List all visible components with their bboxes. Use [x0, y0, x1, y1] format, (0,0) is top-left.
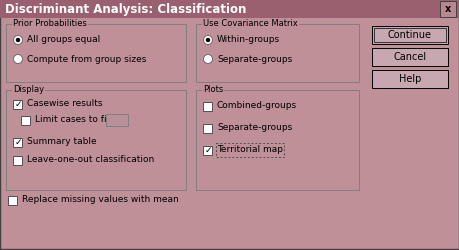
- Text: Cancel: Cancel: [392, 52, 425, 62]
- Bar: [372, 27, 448, 45]
- Bar: [216, 143, 283, 157]
- Text: Help: Help: [398, 74, 420, 84]
- Bar: [371, 26, 447, 44]
- Text: ✓: ✓: [14, 100, 22, 108]
- Bar: [372, 49, 448, 67]
- Text: ✓: ✓: [204, 146, 211, 154]
- Bar: [13, 138, 22, 146]
- Bar: [196, 90, 358, 190]
- Text: Compute from group sizes: Compute from group sizes: [27, 54, 146, 64]
- Text: Limit cases to first: Limit cases to first: [35, 116, 118, 124]
- Bar: [106, 114, 128, 126]
- Bar: [0, 0, 459, 18]
- Circle shape: [203, 36, 212, 44]
- Bar: [6, 90, 185, 190]
- Text: Within-groups: Within-groups: [217, 36, 280, 44]
- Text: Combined-groups: Combined-groups: [217, 102, 297, 110]
- Text: Summary table: Summary table: [27, 138, 96, 146]
- Text: Plots: Plots: [202, 86, 223, 94]
- Text: Leave-one-out classification: Leave-one-out classification: [27, 156, 154, 164]
- Bar: [203, 102, 212, 110]
- Circle shape: [16, 38, 20, 42]
- Bar: [196, 24, 358, 82]
- Text: All groups equal: All groups equal: [27, 36, 100, 44]
- Text: Separate-groups: Separate-groups: [217, 54, 291, 64]
- Text: Casewise results: Casewise results: [27, 100, 102, 108]
- Circle shape: [203, 54, 212, 64]
- Bar: [203, 124, 212, 132]
- Bar: [371, 48, 447, 66]
- Bar: [203, 146, 212, 154]
- Bar: [439, 1, 455, 17]
- Text: Territorial map: Territorial map: [217, 146, 282, 154]
- Bar: [8, 196, 17, 204]
- Text: Use Covariance Matrix: Use Covariance Matrix: [202, 20, 297, 28]
- Bar: [6, 24, 185, 82]
- Text: Prior Probabilities: Prior Probabilities: [13, 20, 87, 28]
- Bar: [371, 70, 447, 88]
- Text: Discriminant Analysis: Classification: Discriminant Analysis: Classification: [5, 2, 246, 16]
- Bar: [373, 28, 445, 42]
- Text: ✓: ✓: [14, 138, 22, 146]
- Text: Separate-groups: Separate-groups: [217, 124, 291, 132]
- Circle shape: [205, 38, 210, 42]
- Bar: [13, 100, 22, 108]
- Circle shape: [13, 54, 22, 64]
- Text: Replace missing values with mean: Replace missing values with mean: [22, 196, 179, 204]
- Circle shape: [13, 36, 22, 44]
- Bar: [13, 156, 22, 164]
- Bar: [372, 71, 448, 89]
- Text: x: x: [444, 4, 450, 14]
- Bar: [22, 116, 30, 124]
- Text: Display: Display: [13, 86, 44, 94]
- Text: Continue: Continue: [387, 30, 431, 40]
